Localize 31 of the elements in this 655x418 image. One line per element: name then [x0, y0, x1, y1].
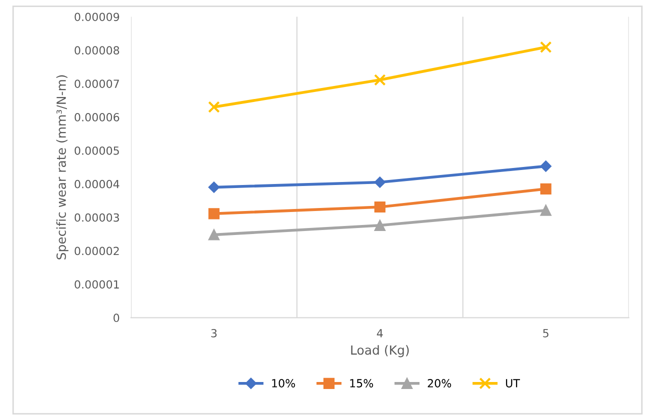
point: [540, 204, 552, 216]
point: [374, 176, 386, 188]
point: [374, 201, 386, 213]
legend-label: 20%: [428, 379, 452, 388]
y-tick-label: 0.00002: [74, 246, 119, 256]
y-tick-label: 0.00007: [74, 80, 119, 88]
legend-label: UT: [506, 379, 520, 388]
legend-label: 15%: [350, 379, 374, 388]
y-tick-label: 0.00001: [74, 280, 119, 289]
point: [208, 101, 220, 113]
y-tick-label: 0.00004: [74, 180, 120, 188]
y-axis-title: Specific wear rate (mm³/N-m): [56, 75, 68, 260]
legend-label: 10%: [272, 379, 296, 388]
x-axis-title: Load (Kg): [351, 345, 409, 358]
point: [208, 208, 220, 220]
point: [540, 41, 552, 54]
point: [374, 74, 386, 86]
y-tick-label: 0.00003: [74, 213, 119, 222]
y-tick-label: 0.00009: [74, 12, 120, 22]
point: [374, 220, 386, 231]
point: [208, 229, 220, 240]
point: [540, 160, 552, 172]
x-tick-label: 4: [376, 329, 383, 338]
x-tick-label: 3: [211, 328, 217, 338]
point: [208, 182, 220, 193]
y-tick-label: 0.00006: [74, 113, 120, 122]
y-tick-label: 0.00005: [74, 146, 119, 155]
y-tick-label: 0.00008: [74, 46, 120, 55]
point: [540, 183, 552, 194]
y-tick-label: 0: [114, 314, 120, 322]
x-tick-label: 5: [543, 329, 548, 338]
